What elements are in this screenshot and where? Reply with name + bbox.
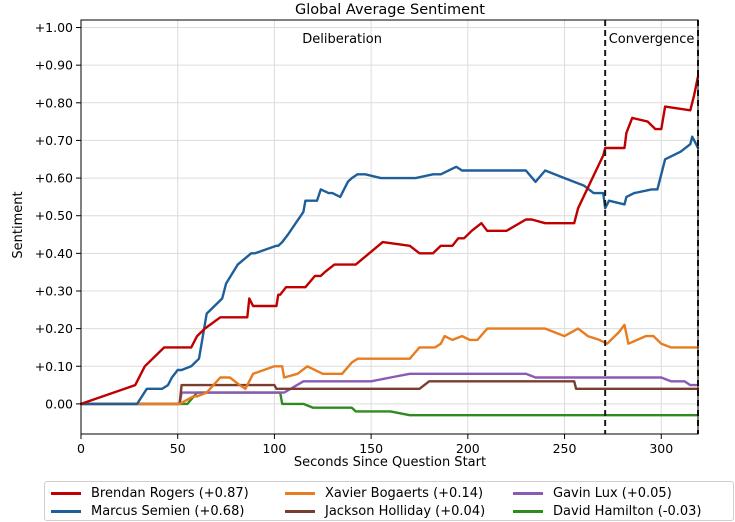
legend-swatch (513, 509, 543, 513)
phase-dividers (604, 20, 699, 434)
sentiment-chart: Global Average Sentiment 0 50 100 150 200 250… (11, 2, 700, 470)
legend-item: Gavin Lux (+0.05) (513, 484, 672, 502)
legend-swatch (513, 491, 543, 495)
y-tick-label: +0.20 (35, 321, 73, 336)
x-axis-label: Seconds Since Question Start (294, 455, 486, 470)
x-tick-label: 200 (456, 441, 480, 456)
legend-swatch (285, 491, 315, 495)
legend-label: Xavier Bogaerts (+0.14) (325, 485, 484, 501)
y-tick-label: +0.30 (35, 283, 73, 298)
y-tick-label: +0.90 (35, 58, 73, 73)
x-tick-label: 250 (553, 441, 577, 456)
legend-swatch (285, 509, 315, 513)
y-tick-label: +0.10 (35, 359, 73, 374)
legend-label: Brendan Rogers (+0.87) (91, 485, 249, 501)
y-tick-label: +0.60 (35, 171, 73, 186)
series-line-gavin-lux (79, 372, 700, 406)
series-line-xavier-bogaerts (79, 323, 700, 406)
legend-label: Gavin Lux (+0.05) (553, 485, 672, 501)
region-label-deliberation: Deliberation (302, 32, 382, 47)
legend-item: Xavier Bogaerts (+0.14) (285, 484, 483, 502)
x-tick-label: 150 (359, 441, 383, 456)
y-tick-label: +0.40 (35, 246, 73, 261)
y-tick-label: +1.00 (35, 20, 73, 35)
y-tick-label: +0.70 (35, 133, 73, 148)
legend-label: Marcus Semien (+0.68) (91, 503, 245, 519)
y-tick-label: +0.50 (35, 208, 73, 223)
legend-label: Jackson Holliday (+0.04) (325, 503, 486, 519)
y-axis-label: Sentiment (11, 191, 26, 258)
series-lines (79, 75, 700, 417)
series-line-marcus-semien (79, 135, 700, 406)
phase-labels: Deliberation Convergence (302, 32, 694, 47)
x-tick-label: 50 (170, 441, 186, 456)
legend-item: Marcus Semien (+0.68) (51, 502, 244, 520)
legend-item: David Hamilton (-0.03) (513, 502, 702, 520)
legend-label: David Hamilton (-0.03) (553, 503, 702, 519)
series-line-brendan-rogers (79, 75, 700, 406)
plot-frame (80, 19, 699, 435)
y-tick-label: +0.80 (35, 95, 73, 110)
legend-item: Brendan Rogers (+0.87) (51, 484, 249, 502)
x-tick-label: 300 (649, 441, 673, 456)
legend: Brendan Rogers (+0.87) Marcus Semien (+0.… (44, 481, 734, 521)
chart-title: Global Average Sentiment (295, 2, 485, 18)
legend-swatch (51, 509, 81, 513)
y-tick-label: 0.00 (45, 396, 73, 411)
axis-ticks: 0 50 100 150 200 250 300 0.00 +0.10 +0.20 +0.30 +0.… (35, 20, 674, 456)
x-tick-label: 0 (77, 441, 85, 456)
series-line-jackson-holliday (79, 380, 700, 406)
region-label-convergence: Convergence (609, 32, 695, 47)
x-tick-label: 100 (262, 441, 286, 456)
legend-swatch (51, 491, 81, 495)
legend-item: Jackson Holliday (+0.04) (285, 502, 485, 520)
